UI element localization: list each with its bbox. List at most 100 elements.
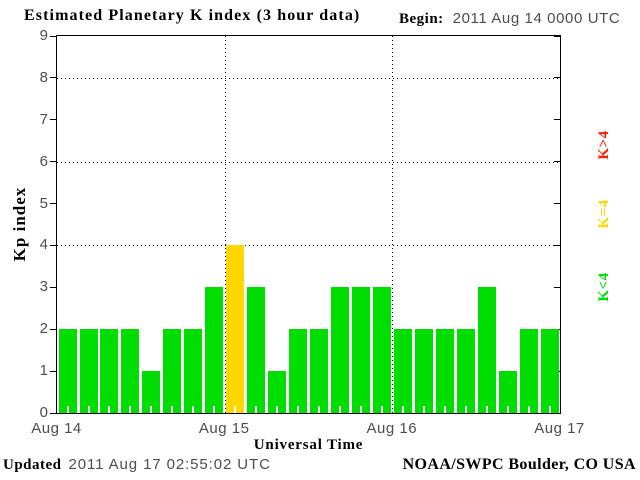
y-tick-label: 2	[39, 320, 48, 338]
kp-bar	[205, 287, 224, 413]
x-tick-notch	[171, 406, 174, 413]
y-tick-label: 1	[39, 362, 48, 380]
begin-value: 2011 Aug 14 0000 UTC	[452, 10, 621, 27]
chart-title: Estimated Planetary K index (3 hour data…	[24, 7, 361, 24]
kp-bar	[58, 329, 77, 413]
x-tick-notch	[464, 406, 467, 413]
y-axis-title: Kp index	[10, 186, 29, 262]
kp-bar	[393, 329, 412, 413]
x-tick-notch	[297, 406, 299, 413]
x-tick-notch	[276, 406, 279, 413]
x-tick-notch	[129, 406, 132, 413]
legend-item-k-gt-4: K>4	[596, 130, 612, 160]
y-tick-label: 4	[39, 236, 48, 254]
x-tick-notch	[234, 406, 237, 413]
y-tick-left	[50, 77, 56, 79]
y-tick-label: 3	[39, 278, 48, 296]
kp-bar	[540, 329, 559, 413]
begin-label: Begin:	[399, 11, 444, 27]
x-tick-notch	[255, 406, 258, 413]
day-label: Aug 14	[31, 420, 82, 437]
gridline-kp-6	[57, 161, 560, 163]
y-tick-label: 5	[39, 194, 48, 212]
legend-item-k-eq-4: K=4	[596, 199, 612, 229]
gridline-day-boundary	[224, 36, 226, 413]
x-tick-notch	[213, 406, 216, 413]
kp-bar	[372, 287, 391, 413]
y-tick-label: 0	[39, 404, 48, 421]
legend-item-k-lt-4: K<4	[596, 272, 612, 302]
kp-bar	[310, 329, 328, 413]
x-tick-notch	[359, 406, 362, 413]
x-tick-notch	[527, 406, 530, 413]
x-tick-notch	[108, 406, 111, 413]
day-label: Aug 15	[198, 420, 250, 437]
kp-bar	[79, 329, 98, 413]
kp-bar	[268, 371, 287, 413]
y-tick-right	[554, 119, 560, 121]
x-tick-notch	[548, 406, 551, 413]
kp-bar	[519, 329, 538, 413]
kp-bar	[100, 329, 119, 413]
x-tick-notch	[339, 406, 341, 413]
y-tick-right	[554, 244, 560, 246]
kp-bar	[414, 329, 433, 413]
y-tick-left	[50, 328, 56, 330]
x-tick-notch	[401, 406, 404, 413]
updated-timestamp: Updated 2011 Aug 17 02:55:02 UTC	[3, 456, 271, 474]
plot-area	[50, 35, 561, 414]
source-attribution: NOAA/SWPC Boulder, CO USA	[402, 456, 636, 473]
kp-bar	[184, 329, 203, 413]
kp-bar	[247, 287, 266, 413]
x-tick-notch	[150, 406, 153, 413]
kp-bar	[435, 329, 454, 413]
day-label: Aug 16	[366, 420, 418, 437]
kp-bar	[142, 371, 161, 413]
kp-bar	[226, 245, 245, 413]
y-tick-label: 9	[39, 27, 48, 44]
y-tick-right	[554, 412, 560, 414]
begin-annotation: Begin: 2011 Aug 14 0000 UTC	[399, 10, 620, 28]
x-tick-notch	[485, 406, 488, 413]
kp-bar	[289, 329, 307, 413]
gridline-kp-4	[57, 245, 560, 247]
x-tick-notch	[192, 406, 195, 413]
x-axis-title: Universal Time	[253, 437, 364, 453]
x-tick-notch	[87, 406, 90, 413]
y-tick-label: 6	[39, 152, 48, 170]
y-tick-right	[554, 286, 560, 288]
updated-value: 2011 Aug 17 02:55:02 UTC	[68, 456, 271, 473]
y-tick-right	[554, 77, 560, 79]
y-tick-left	[50, 161, 56, 163]
y-tick-left	[50, 119, 56, 121]
day-label: Aug 17	[534, 420, 585, 437]
y-tick-left	[50, 35, 56, 37]
y-tick-right	[554, 161, 560, 163]
x-tick-notch	[380, 406, 383, 413]
gridline-day-boundary	[392, 36, 394, 413]
kp-bar	[121, 329, 140, 413]
kp-bar	[331, 287, 349, 413]
y-tick-left	[50, 203, 56, 205]
y-tick-left	[50, 370, 56, 372]
kp-bar	[456, 329, 475, 413]
x-tick-notch	[66, 406, 69, 413]
y-tick-label: 8	[39, 68, 48, 86]
gridline-kp-8	[57, 77, 560, 79]
x-tick-notch	[506, 406, 509, 413]
updated-label: Updated	[3, 457, 62, 473]
y-tick-left	[50, 286, 56, 288]
y-tick-right	[554, 203, 560, 205]
kp-bar	[163, 329, 182, 413]
y-tick-left	[50, 244, 56, 246]
kp-bar	[477, 287, 496, 413]
x-tick-notch	[422, 406, 425, 413]
y-tick-right	[554, 35, 560, 37]
x-tick-notch	[318, 406, 320, 413]
x-tick-notch	[443, 406, 446, 413]
y-tick-left	[50, 412, 56, 414]
kp-bar	[498, 371, 517, 413]
y-tick-label: 7	[39, 110, 48, 128]
kp-bar	[351, 287, 370, 413]
